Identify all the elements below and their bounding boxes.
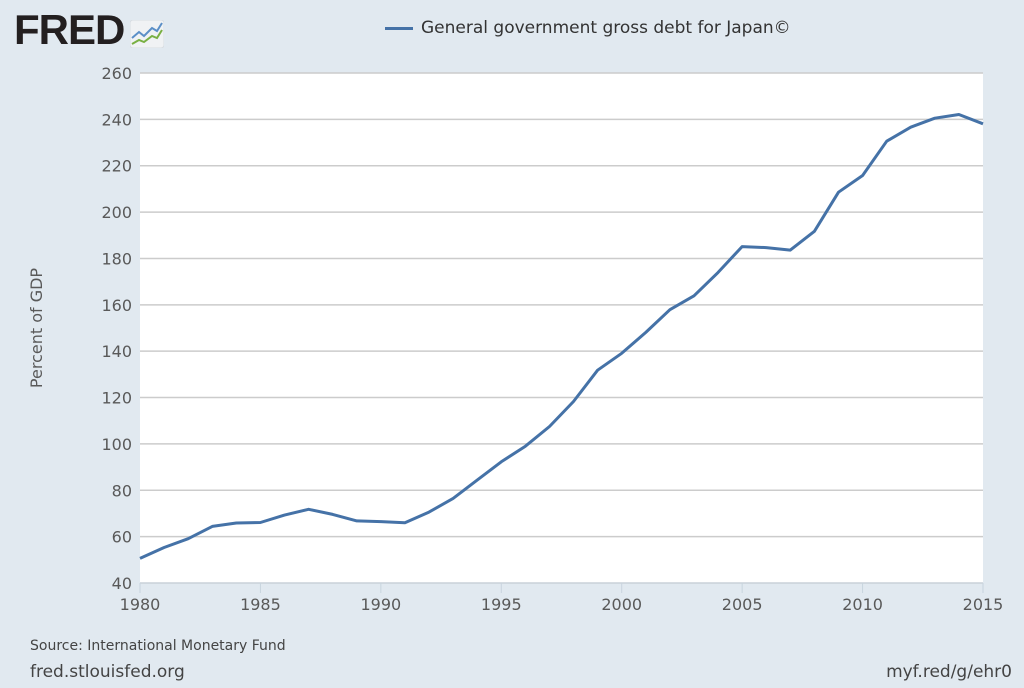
y-tick-label: 200 <box>101 203 132 222</box>
series-line <box>139 113 984 560</box>
y-axis-label: Percent of GDP <box>27 268 46 389</box>
y-tick-label: 260 <box>101 64 132 83</box>
y-tick-label: 80 <box>112 481 132 500</box>
y-tick-label: 100 <box>101 435 132 454</box>
y-tick-label: 60 <box>112 528 132 547</box>
y-tick-label: 140 <box>101 342 132 361</box>
x-tick-label: 1980 <box>120 595 161 614</box>
x-tick-label: 2015 <box>963 595 1004 614</box>
y-tick-label: 120 <box>101 389 132 408</box>
y-tick-label: 40 <box>112 574 132 593</box>
y-tick-label: 220 <box>101 157 132 176</box>
x-tick-label: 2005 <box>722 595 763 614</box>
chart-logo-icon <box>130 20 165 48</box>
logo-text: FRED <box>14 6 125 53</box>
y-tick-label: 160 <box>101 296 132 315</box>
x-tick-label: 1995 <box>481 595 522 614</box>
short-url[interactable]: myf.red/g/ehr0 <box>886 662 1012 682</box>
legend: General government gross debt for Japan© <box>385 18 791 38</box>
y-tick-label: 240 <box>101 110 132 129</box>
source-note: Source: International Monetary Fund <box>30 638 286 654</box>
legend-label: General government gross debt for Japan© <box>421 18 791 38</box>
legend-swatch <box>385 26 413 30</box>
site-link[interactable]: fred.stlouisfed.org <box>30 662 185 682</box>
x-tick-label: 1985 <box>240 595 281 614</box>
x-tick-label: 1990 <box>360 595 401 614</box>
fred-logo[interactable]: FRED <box>14 6 165 53</box>
x-tick-label: 2010 <box>842 595 883 614</box>
x-tick-label: 2000 <box>601 595 642 614</box>
y-tick-label: 180 <box>101 249 132 268</box>
plot-area <box>140 73 983 583</box>
